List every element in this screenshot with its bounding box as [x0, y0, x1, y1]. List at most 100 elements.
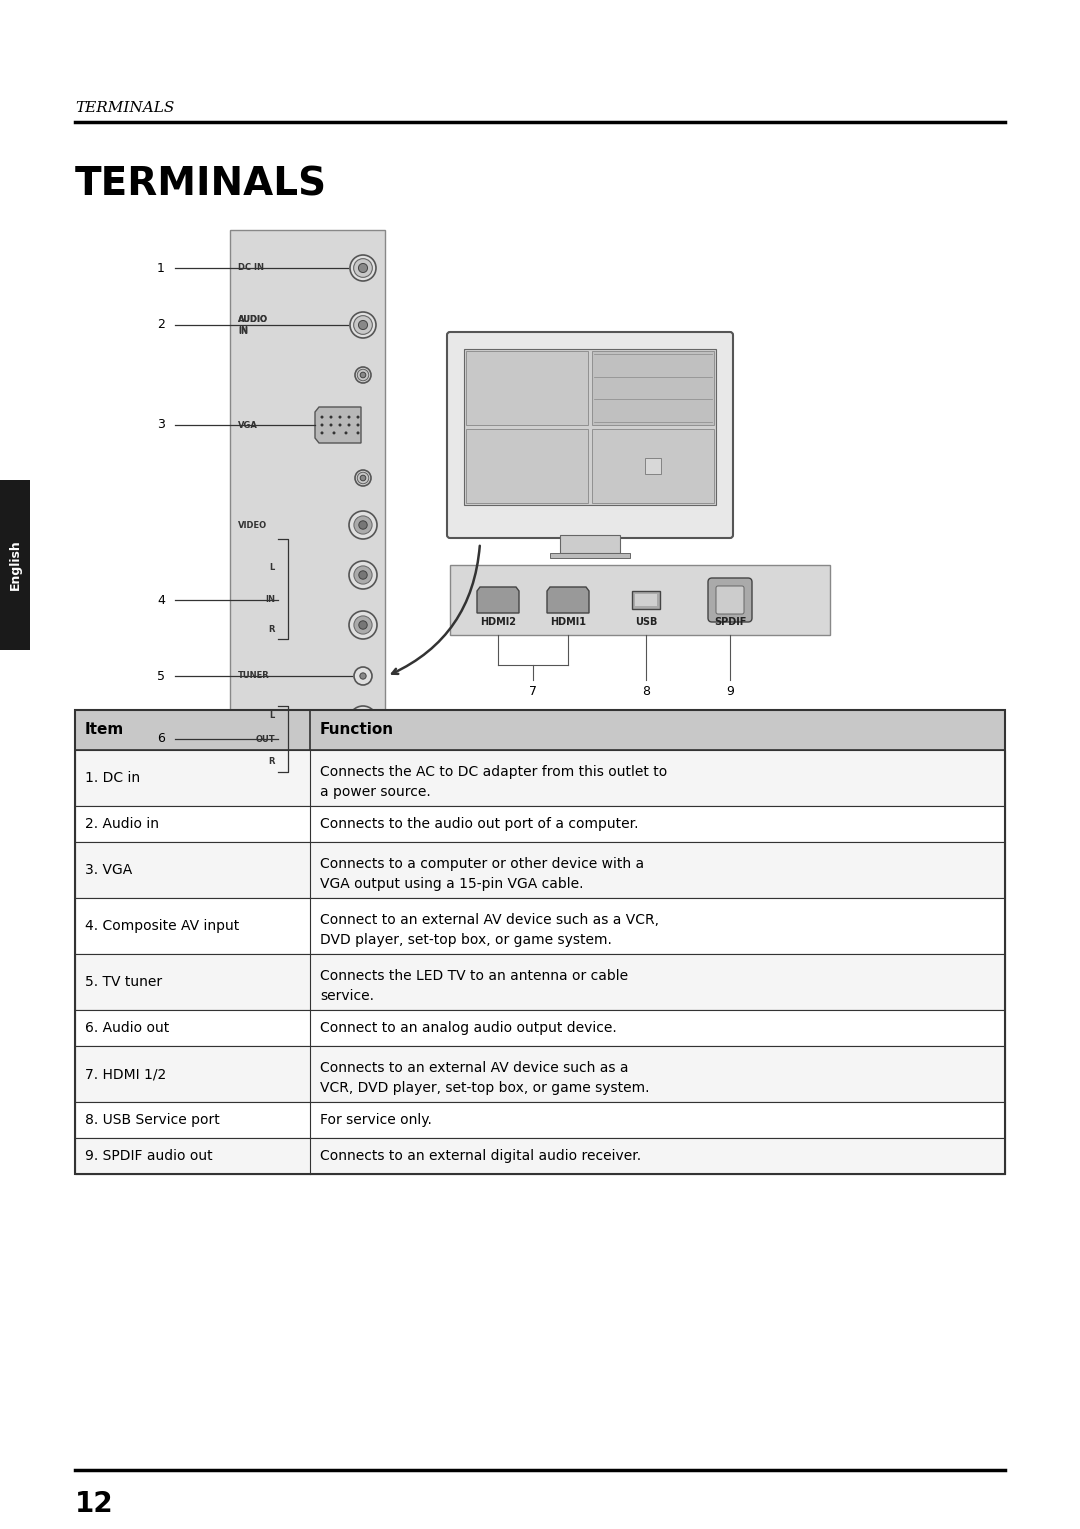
Text: 2. Audio in: 2. Audio in	[85, 816, 159, 830]
Bar	[465, 430, 588, 503]
Bar	[75, 954, 1005, 1011]
Text: HDMI1: HDMI1	[550, 618, 586, 627]
Text: IN: IN	[238, 327, 248, 335]
Circle shape	[359, 570, 367, 579]
Circle shape	[356, 424, 360, 427]
Circle shape	[349, 612, 377, 639]
Polygon shape	[315, 407, 361, 443]
Bar	[75, 1046, 1005, 1102]
Bar	[592, 430, 714, 503]
Circle shape	[356, 431, 360, 434]
Text: VGA: VGA	[238, 420, 258, 430]
Text: English: English	[9, 540, 22, 590]
Text: 7: 7	[529, 685, 537, 699]
Bar	[75, 898, 1005, 954]
Text: Connect to an analog audio output device.: Connect to an analog audio output device…	[320, 1021, 617, 1035]
Bar	[230, 229, 384, 760]
Text: L: L	[270, 563, 275, 572]
Circle shape	[360, 673, 366, 679]
Circle shape	[348, 424, 351, 427]
Circle shape	[359, 263, 367, 272]
Bar	[75, 709, 1005, 1174]
Text: 8: 8	[642, 685, 650, 699]
Circle shape	[361, 476, 366, 480]
FancyBboxPatch shape	[708, 578, 752, 622]
Bar	[75, 806, 1005, 842]
Circle shape	[355, 367, 372, 382]
Text: 7. HDMI 1/2: 7. HDMI 1/2	[85, 1067, 166, 1081]
Circle shape	[354, 616, 373, 635]
Circle shape	[361, 372, 366, 378]
Text: AUDIO: AUDIO	[238, 315, 268, 324]
Text: R: R	[269, 757, 275, 766]
Circle shape	[359, 716, 367, 725]
Circle shape	[349, 745, 377, 772]
Text: 1: 1	[157, 261, 165, 275]
Text: For service only.: For service only.	[320, 1113, 432, 1127]
Circle shape	[354, 515, 373, 534]
Text: Connect to an external AV device such as a VCR,: Connect to an external AV device such as…	[320, 913, 659, 927]
Text: AUDIO
IN: AUDIO IN	[238, 315, 268, 335]
Circle shape	[349, 706, 377, 734]
Circle shape	[345, 431, 348, 434]
Circle shape	[333, 431, 336, 434]
Bar	[592, 352, 714, 425]
Text: 3. VGA: 3. VGA	[85, 862, 132, 878]
Text: 1. DC in: 1. DC in	[85, 771, 140, 784]
Circle shape	[359, 521, 367, 529]
Circle shape	[359, 754, 367, 761]
Bar	[75, 1138, 1005, 1174]
Circle shape	[349, 561, 377, 589]
Bar	[550, 553, 630, 558]
Circle shape	[353, 258, 373, 277]
Text: 5. TV tuner: 5. TV tuner	[85, 976, 162, 989]
Text: TERMINALS: TERMINALS	[75, 101, 174, 115]
Text: TUNER: TUNER	[238, 671, 270, 680]
Circle shape	[329, 416, 333, 419]
Bar	[635, 593, 657, 605]
Text: 5: 5	[157, 670, 165, 682]
Text: Connects to a computer or other device with a: Connects to a computer or other device w…	[320, 856, 644, 872]
Circle shape	[350, 255, 376, 281]
Text: 8. USB Service port: 8. USB Service port	[85, 1113, 219, 1127]
Text: L: L	[270, 711, 275, 720]
Circle shape	[353, 315, 373, 335]
Bar	[75, 751, 1005, 806]
Circle shape	[349, 511, 377, 540]
Text: HDMI2: HDMI2	[480, 618, 516, 627]
Text: 12: 12	[75, 1489, 113, 1518]
Text: 9: 9	[726, 685, 734, 699]
Circle shape	[355, 469, 372, 486]
Text: R: R	[269, 625, 275, 635]
Text: VCR, DVD player, set-top box, or game system.: VCR, DVD player, set-top box, or game sy…	[320, 1081, 649, 1095]
Polygon shape	[477, 587, 519, 613]
Text: IN: IN	[265, 595, 275, 604]
Circle shape	[357, 368, 368, 381]
Bar	[464, 349, 716, 505]
Text: VGA output using a 15-pin VGA cable.: VGA output using a 15-pin VGA cable.	[320, 878, 583, 891]
Text: DVD player, set-top box, or game system.: DVD player, set-top box, or game system.	[320, 933, 612, 946]
Text: OUT: OUT	[255, 734, 275, 743]
Bar	[75, 1011, 1005, 1046]
Circle shape	[359, 621, 367, 630]
Text: Connects to an external digital audio receiver.: Connects to an external digital audio re…	[320, 1148, 642, 1164]
Text: DC IN: DC IN	[238, 263, 264, 272]
Circle shape	[321, 424, 324, 427]
Circle shape	[354, 667, 372, 685]
Text: VIDEO: VIDEO	[238, 520, 267, 529]
Text: Connects to the audio out port of a computer.: Connects to the audio out port of a comp…	[320, 816, 638, 830]
Text: service.: service.	[320, 989, 374, 1003]
Circle shape	[338, 416, 341, 419]
Circle shape	[321, 416, 324, 419]
Bar	[75, 709, 1005, 751]
Text: a power source.: a power source.	[320, 784, 431, 800]
Text: 4: 4	[157, 593, 165, 607]
Text: Item: Item	[85, 723, 124, 737]
Bar	[465, 352, 588, 425]
Bar	[561, 535, 620, 553]
Text: Connects the LED TV to an antenna or cable: Connects the LED TV to an antenna or cab…	[320, 969, 629, 983]
Circle shape	[348, 416, 351, 419]
FancyBboxPatch shape	[716, 586, 744, 615]
Circle shape	[359, 321, 367, 330]
Bar	[450, 566, 831, 635]
